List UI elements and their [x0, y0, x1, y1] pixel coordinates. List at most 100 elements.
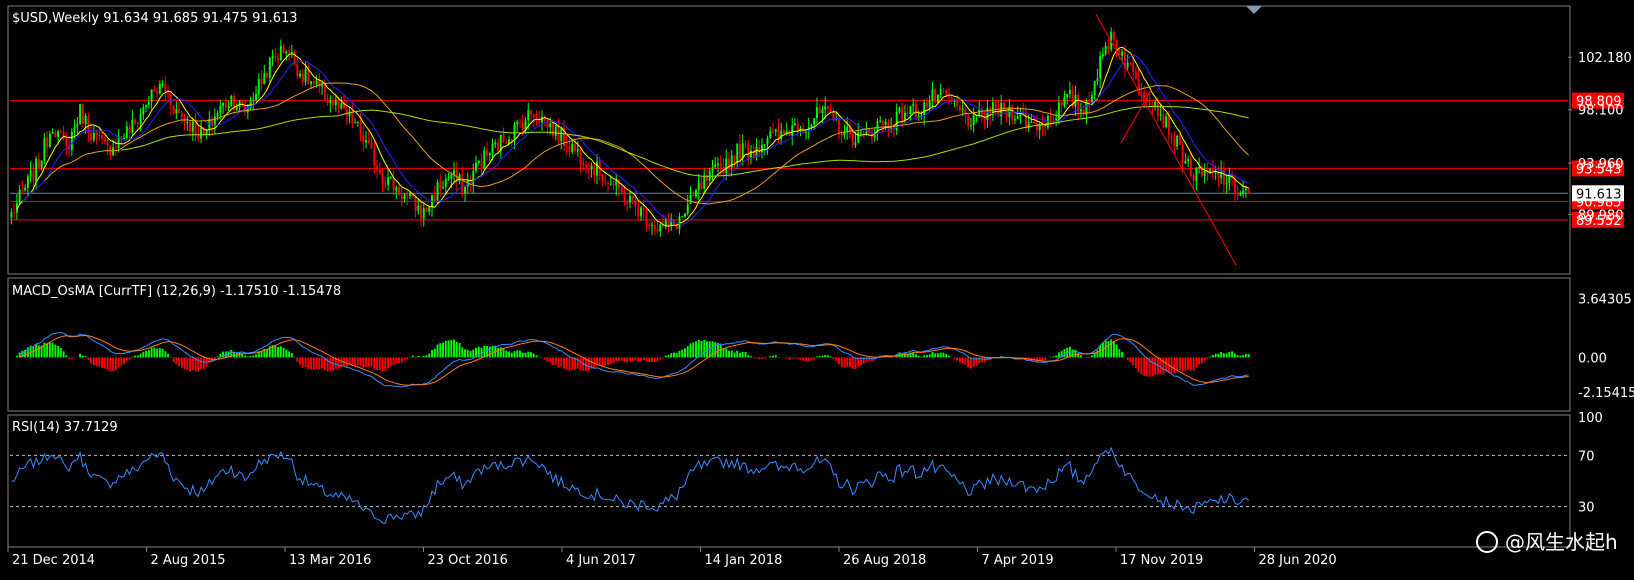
candle-body	[51, 132, 54, 134]
candle-body	[312, 81, 315, 84]
candle-body	[233, 96, 236, 110]
candle-body	[524, 120, 527, 131]
candle-body	[98, 135, 101, 137]
candle-body	[1066, 93, 1069, 98]
candle-body	[642, 207, 645, 210]
candle-body	[54, 132, 57, 137]
candle-body	[235, 107, 238, 110]
candle-body	[1121, 51, 1124, 56]
candle-body	[991, 102, 994, 116]
candle-body	[260, 79, 263, 85]
candle-body	[1233, 177, 1236, 193]
candle-body	[1165, 116, 1168, 128]
candle-body	[13, 212, 16, 214]
candle-body	[326, 99, 329, 104]
macd-line	[19, 331, 1249, 388]
candle-body	[1063, 97, 1066, 106]
candle-body	[178, 109, 181, 114]
candle-body	[1156, 102, 1159, 116]
candle-body	[859, 131, 862, 133]
candle-body	[197, 134, 200, 139]
candle-body	[598, 161, 601, 177]
candle-body	[651, 225, 653, 227]
candle-body	[936, 94, 939, 103]
candle-body	[692, 194, 695, 197]
candle-body	[367, 140, 370, 143]
candle-body	[48, 133, 51, 148]
candle-body	[953, 99, 956, 102]
chart-shift-marker-icon[interactable]	[1246, 6, 1262, 14]
price-panel-frame	[7, 5, 1571, 275]
candle-body	[428, 207, 431, 212]
candle-body	[1071, 90, 1074, 107]
candle-body	[304, 68, 307, 83]
candle-body	[912, 104, 915, 107]
candle-body	[686, 203, 689, 214]
candle-body	[315, 80, 318, 84]
candle-body	[10, 212, 13, 218]
candle-body	[618, 179, 620, 188]
candle-body	[29, 170, 32, 177]
candle-body	[947, 95, 950, 98]
candle-body	[263, 73, 266, 85]
candle-body	[1222, 170, 1225, 185]
candle-body	[343, 103, 346, 109]
candle-body	[1115, 39, 1118, 50]
candle-body	[560, 127, 563, 142]
candle-body	[202, 127, 205, 135]
candle-body	[568, 146, 571, 152]
rsi-tick-label-1: 70	[1578, 449, 1595, 464]
current-price-label: 91.613	[1576, 187, 1622, 202]
candle-body	[389, 177, 392, 179]
candle-body	[1129, 62, 1132, 64]
level-label-0: 98.809	[1576, 95, 1622, 110]
candle-body	[521, 122, 524, 131]
candle-body	[455, 170, 458, 182]
candle-body	[46, 138, 49, 148]
candle-body	[554, 125, 557, 136]
candle-body	[1236, 192, 1239, 196]
candle-body	[755, 146, 758, 157]
candle-body	[846, 126, 849, 133]
candle-body	[101, 135, 104, 139]
candle-body	[68, 145, 71, 150]
level-label-bg-1	[1572, 160, 1624, 177]
candle-body	[626, 202, 629, 204]
candle-body	[453, 170, 455, 175]
candle-body	[950, 97, 953, 102]
candle-body	[164, 83, 167, 93]
candle-body	[73, 126, 76, 133]
candle-body	[807, 127, 810, 130]
candle-body	[516, 121, 519, 125]
candle-body	[697, 181, 700, 191]
candle-body	[538, 118, 541, 123]
candle-body	[480, 160, 483, 169]
candle-body	[1220, 170, 1223, 178]
candle-body	[409, 193, 412, 197]
candle-body	[862, 131, 865, 133]
candle-body	[868, 128, 871, 134]
candle-body	[1044, 126, 1047, 128]
candle-body	[444, 178, 447, 188]
candle-body	[898, 108, 901, 112]
candle-body	[574, 143, 576, 151]
candle-body	[238, 100, 241, 108]
candle-body	[32, 170, 35, 181]
date-tick-label-9: 28 Jun 2020	[1259, 553, 1337, 568]
candle-body	[1101, 54, 1104, 57]
candle-body	[290, 51, 293, 53]
candle-body	[629, 195, 631, 203]
candle-body	[906, 112, 909, 115]
candle-body	[106, 141, 109, 146]
candle-body	[711, 167, 714, 172]
candle-body	[227, 106, 230, 109]
candle-body	[785, 131, 788, 134]
candle-body	[752, 150, 755, 157]
watermark-logo-icon	[1476, 531, 1498, 553]
candle-body	[928, 100, 931, 107]
candle-body	[1154, 102, 1157, 107]
price-tick-label-2: 93.960	[1578, 157, 1624, 172]
candle-body	[502, 134, 505, 143]
candle-body	[464, 186, 466, 194]
candle-body	[1038, 124, 1041, 131]
